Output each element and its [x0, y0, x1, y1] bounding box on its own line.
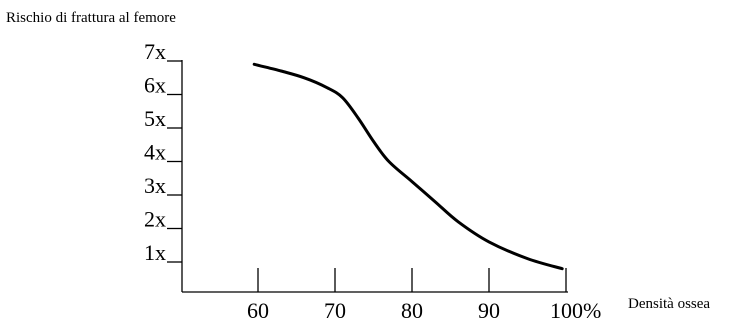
x-axis: 60 70 80 90 100%: [182, 268, 601, 323]
y-tick-label-6: 6x: [144, 73, 166, 98]
y-tick-label-5: 5x: [144, 106, 166, 131]
y-tick-label-7: 7x: [144, 39, 166, 64]
series: [252, 62, 564, 271]
x-tick-label-90: 90: [478, 298, 500, 323]
y-tick-label-3: 3x: [144, 173, 166, 198]
x-axis-title: Densità ossea: [628, 296, 710, 312]
y-tick-label-4: 4x: [144, 140, 166, 165]
x-tick-label-80: 80: [401, 298, 423, 323]
y-tick-label-1: 1x: [144, 240, 166, 265]
x-tick-label-100: 100%: [550, 298, 601, 323]
chart-title: Rischio di frattura al femore: [6, 10, 176, 26]
series-line-0: [252, 62, 564, 271]
x-tick-label-60: 60: [247, 298, 269, 323]
y-tick-label-2: 2x: [144, 207, 166, 232]
y-axis: 1x 2x 3x 4x 5x 6x 7x: [144, 39, 183, 292]
x-tick-label-70: 70: [324, 298, 346, 323]
